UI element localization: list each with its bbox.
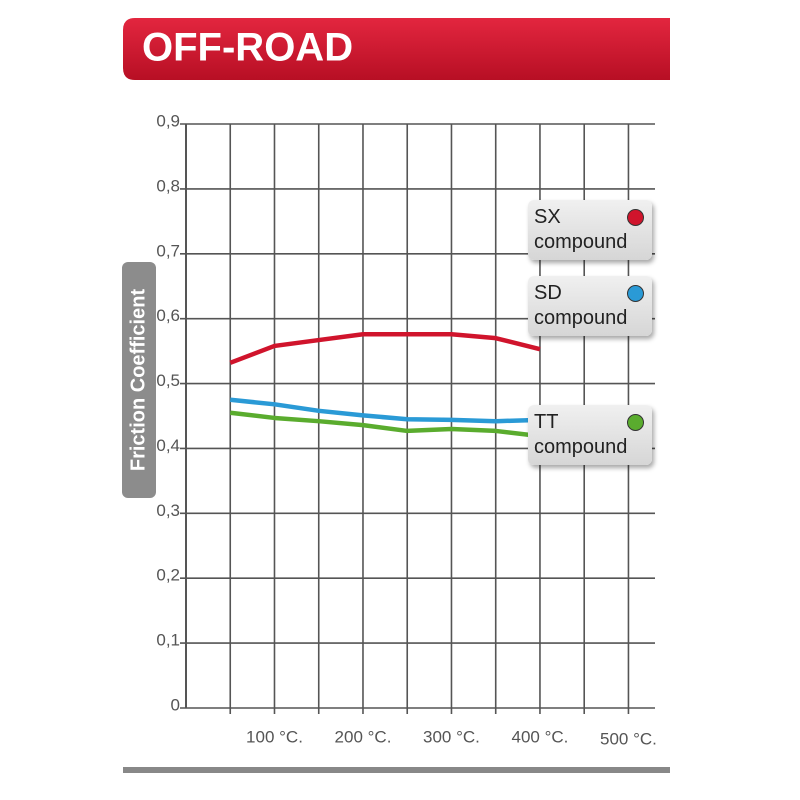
x-tick-label: 100 °C. bbox=[246, 727, 303, 746]
legend-swatch bbox=[627, 209, 644, 226]
x-tick-label: 200 °C. bbox=[335, 727, 392, 746]
bottom-bar bbox=[123, 767, 670, 773]
y-tick-label: 0,8 bbox=[156, 176, 180, 195]
y-tick-label: 0 bbox=[171, 695, 180, 714]
series-line bbox=[229, 410, 541, 439]
series-line bbox=[229, 331, 541, 365]
x-tick-label: 300 °C. bbox=[423, 727, 480, 746]
x-tick-label: 400 °C. bbox=[512, 727, 569, 746]
y-tick-label: 0,2 bbox=[156, 566, 180, 585]
legend-label: SX compound bbox=[534, 206, 628, 253]
y-tick-label: 0,9 bbox=[156, 111, 180, 130]
x-tick-label: 500 °C. bbox=[600, 729, 657, 748]
chart-title: OFF-ROAD bbox=[142, 26, 353, 70]
y-tick-label: 0,1 bbox=[156, 631, 180, 650]
legend-swatch bbox=[627, 414, 644, 431]
y-tick-label: 0,6 bbox=[156, 306, 180, 325]
y-tick-label: 0,4 bbox=[156, 436, 180, 455]
legend-label: TT compound bbox=[534, 411, 628, 458]
y-axis-label: Friction Coefficient bbox=[127, 289, 149, 472]
legend-entry: SX compound bbox=[528, 200, 652, 260]
y-tick-label: 0,5 bbox=[156, 371, 180, 390]
y-tick-label: 0,7 bbox=[156, 241, 180, 260]
y-label-box bbox=[122, 262, 156, 498]
series-line bbox=[230, 397, 541, 424]
legend-label: SD compound bbox=[534, 282, 628, 329]
title-banner bbox=[123, 18, 670, 80]
legend-entry: TT compound bbox=[528, 405, 652, 465]
legend-entry: SD compound bbox=[528, 276, 652, 336]
y-tick-label: 0,3 bbox=[156, 501, 180, 520]
legend-swatch bbox=[627, 285, 644, 302]
